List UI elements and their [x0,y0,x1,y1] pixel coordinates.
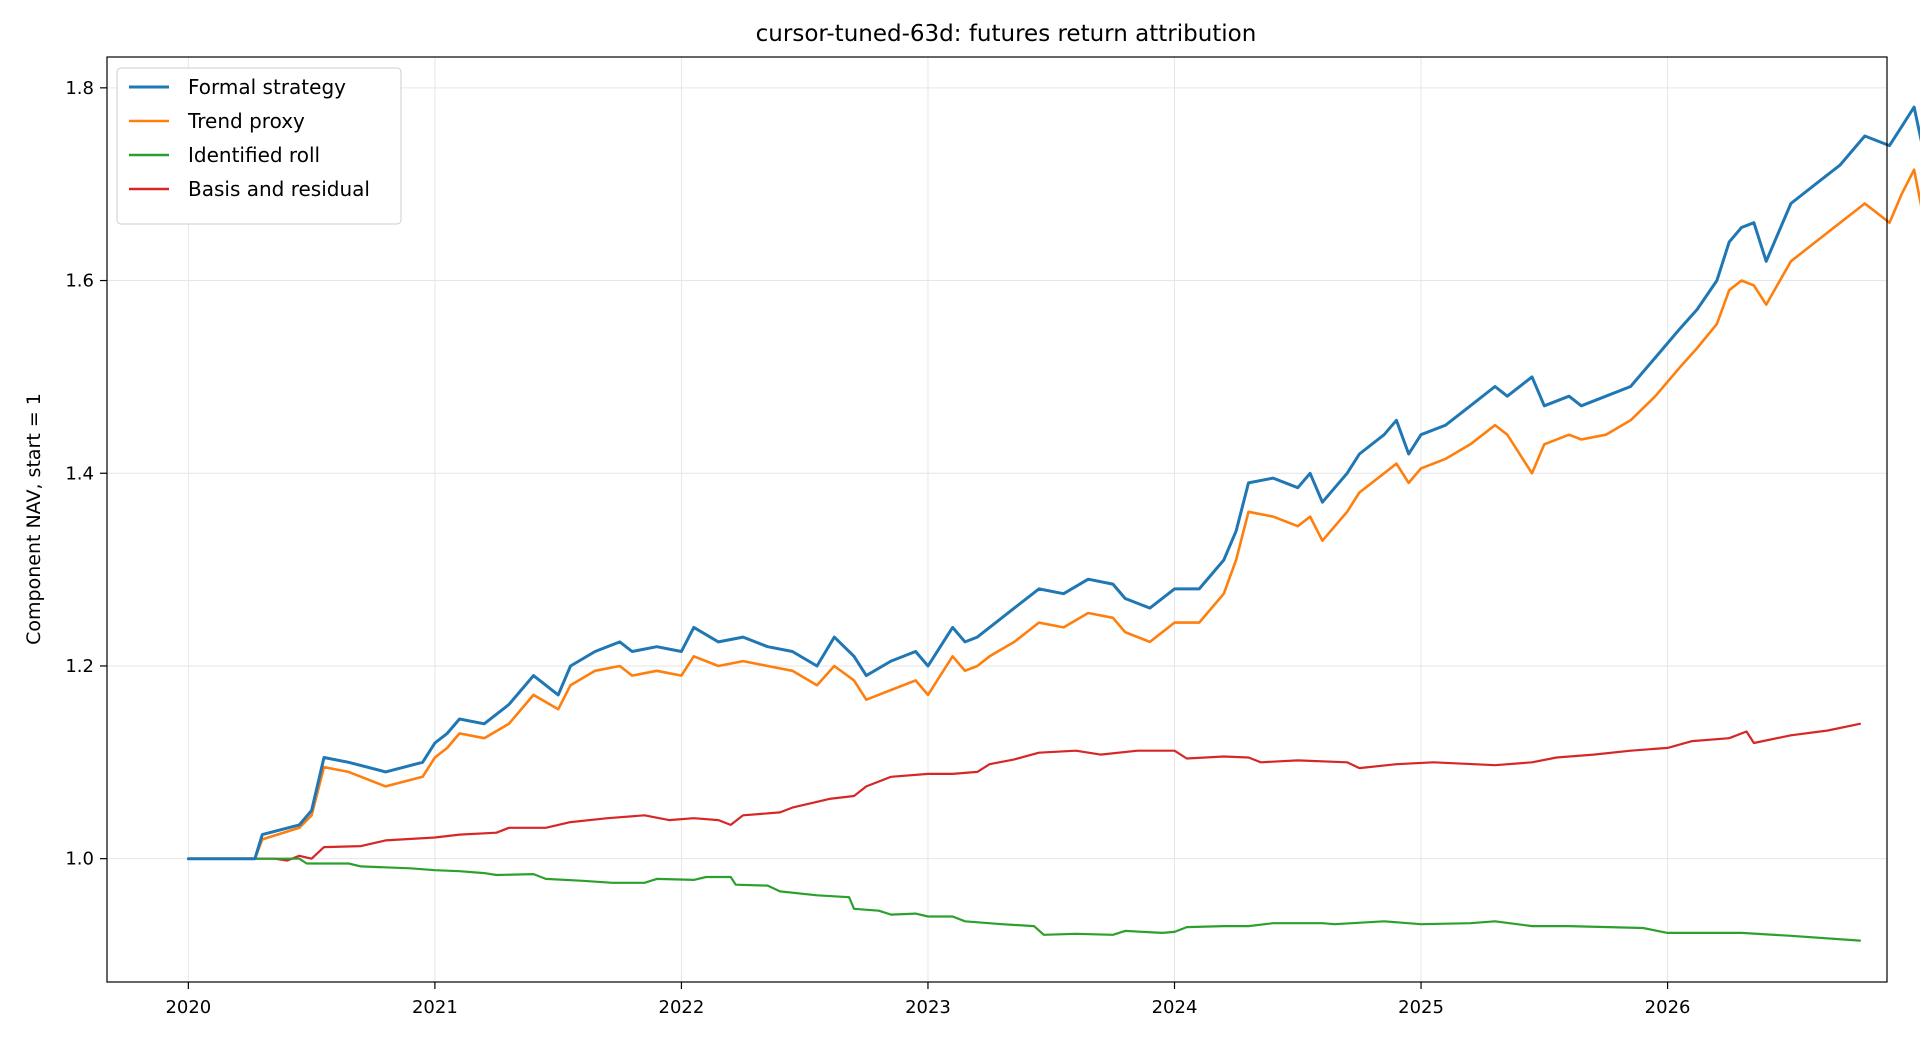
legend-box [116,67,402,225]
y-tick-label: 1.6 [65,271,94,292]
grid [107,57,1887,982]
y-tick-label: 1.0 [65,849,94,870]
series-layer [186,105,1920,942]
x-tick-label: 2025 [1398,997,1444,1018]
legend: Formal strategy Trend proxy Identified rol… [116,67,402,225]
series-line-basis-and-residual [187,722,1862,862]
legend-label-formal-strategy: Formal strategy [188,75,346,99]
x-tick-label: 2026 [1645,997,1691,1018]
series-line-trend-proxy [187,168,1920,861]
legend-label-identified-roll: Identified roll [188,143,320,167]
y-tick-label: 1.8 [65,78,94,99]
legend-label-basis-and-residual: Basis and residual [188,177,370,201]
x-tick-label: 2020 [165,997,211,1018]
y-tick-label: 1.2 [65,656,94,677]
legend-label-trend-proxy: Trend proxy [187,109,305,133]
x-tick-label: 2021 [412,997,458,1018]
y-axis-label: Component NAV, start = 1 [23,393,45,645]
series-line-formal-strategy [186,105,1920,861]
x-tick-label: 2024 [1152,997,1198,1018]
plot-frame [106,56,1888,983]
series-line-identified-roll [187,857,1862,942]
y-tick-label: 1.4 [65,463,94,484]
x-tick-label: 2022 [659,997,705,1018]
chart-title: cursor-tuned-63d: futures return attribu… [756,21,1257,47]
x-axis: 2020 2021 2022 2023 2024 2025 2026 [165,982,1690,1018]
y-axis: 1.0 1.2 1.4 1.6 1.8 [65,78,107,870]
x-tick-label: 2023 [905,997,951,1018]
